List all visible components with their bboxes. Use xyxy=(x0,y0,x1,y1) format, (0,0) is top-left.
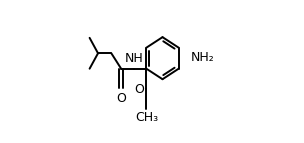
Text: O: O xyxy=(134,83,144,96)
Text: CH₃: CH₃ xyxy=(135,111,158,124)
Text: O: O xyxy=(116,92,126,105)
Text: NH: NH xyxy=(124,52,143,65)
Text: NH₂: NH₂ xyxy=(191,51,214,64)
